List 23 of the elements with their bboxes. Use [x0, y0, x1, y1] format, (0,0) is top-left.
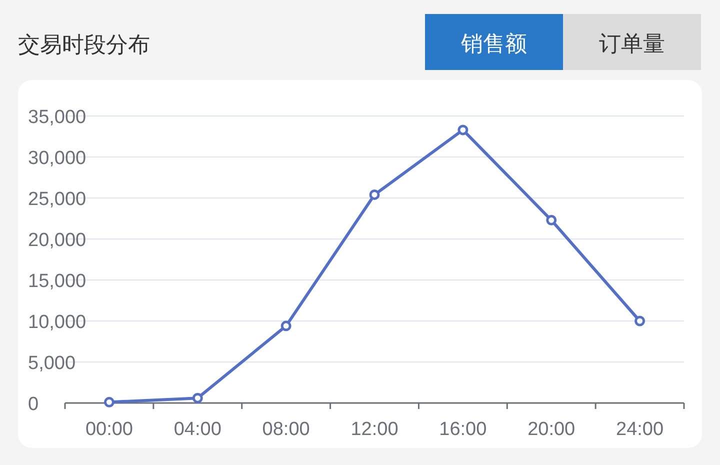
y-tick-label: 10,000 — [28, 312, 86, 333]
y-tick-label: 5,000 — [28, 353, 76, 374]
y-tick-label: 15,000 — [28, 271, 86, 292]
y-tick-label: 35,000 — [28, 107, 86, 128]
point — [280, 320, 292, 332]
y-tick-label: 30,000 — [28, 148, 86, 169]
x-tick-label: 04:00 — [174, 419, 222, 440]
x-tick-label: 20:00 — [528, 419, 576, 440]
point — [104, 396, 114, 408]
x-tick-label: 00:00 — [85, 419, 133, 440]
x-tick-label: 08:00 — [262, 419, 310, 440]
point — [634, 316, 646, 326]
point — [192, 392, 203, 404]
y-tick-label: 20,000 — [28, 230, 86, 251]
point — [369, 189, 380, 200]
point — [546, 214, 557, 226]
x-tick-label: 12:00 — [350, 419, 398, 440]
y-tick-label: 0 — [28, 394, 39, 415]
x-tick-label: 16:00 — [439, 419, 487, 440]
point — [458, 124, 468, 136]
x-tick-label: 24:00 — [616, 419, 664, 440]
chart-title: 交易时段分布 — [18, 33, 150, 58]
y-tick-label: 25,000 — [28, 189, 86, 210]
